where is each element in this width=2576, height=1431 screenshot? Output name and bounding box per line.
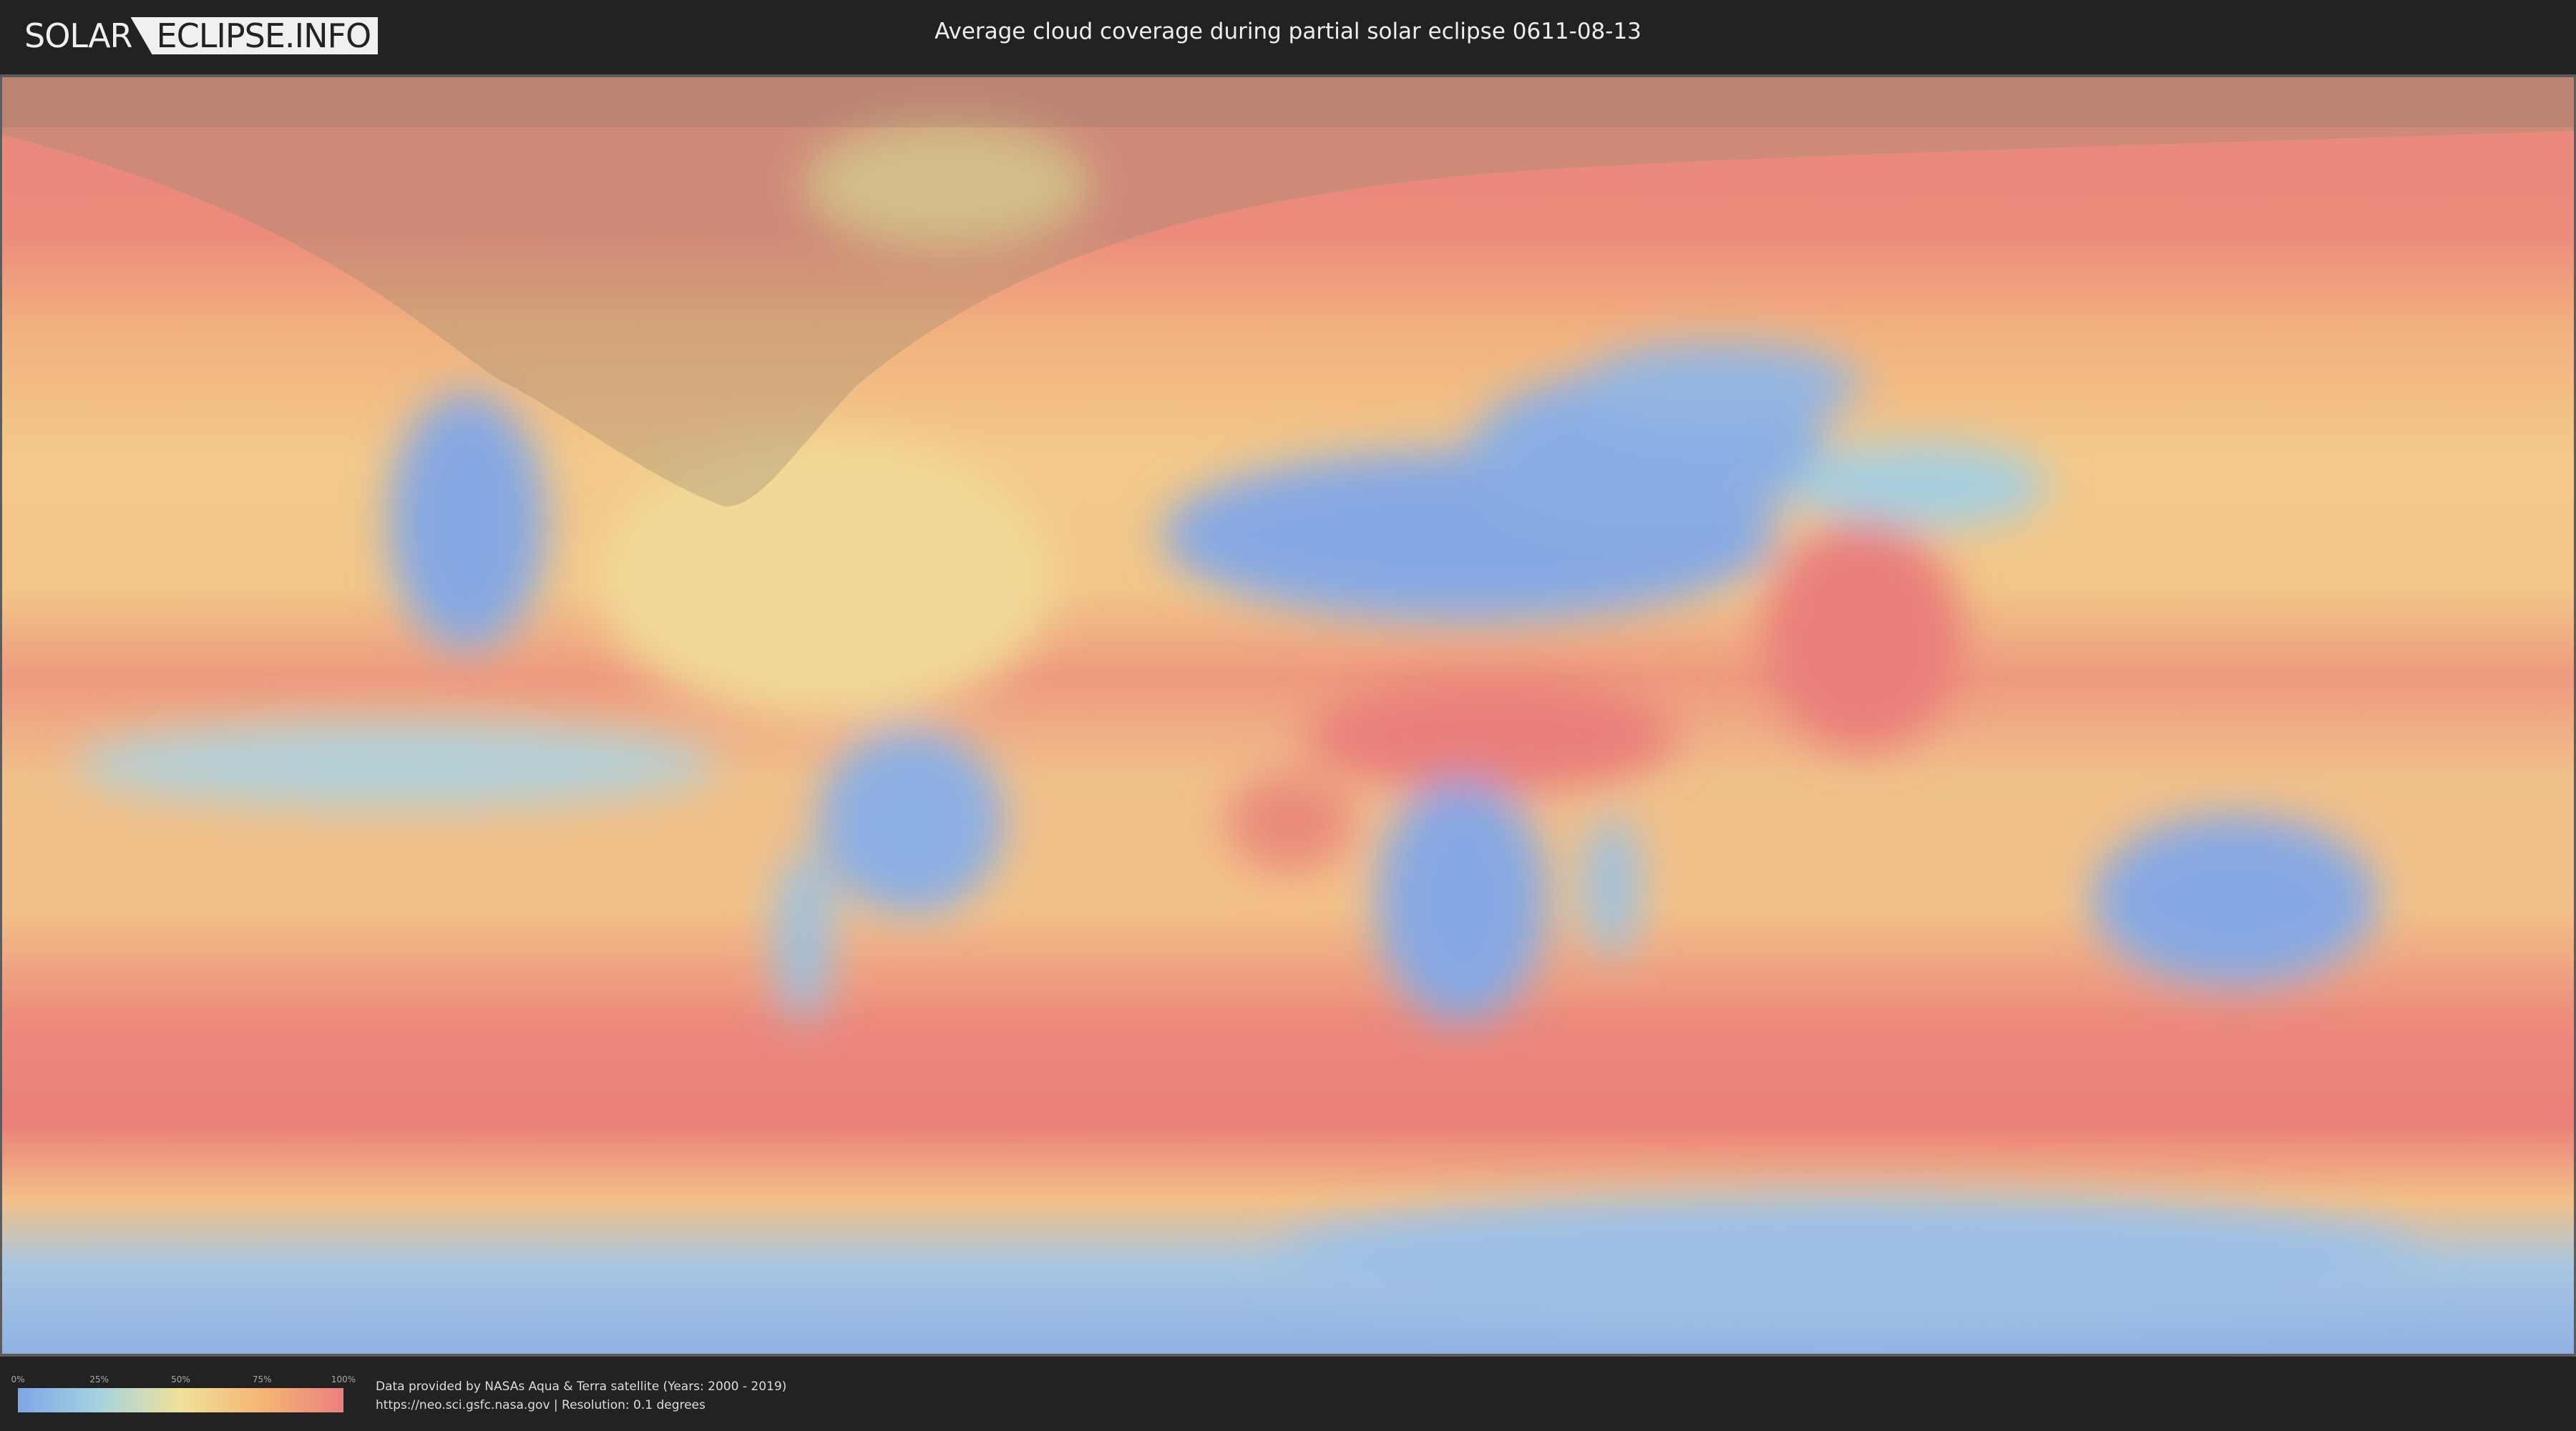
footer: 0% 25% 50% 75% 100% Data provided by NAS… bbox=[0, 1357, 2576, 1431]
site-logo[interactable]: SOLAR ECLIPSE.INFO bbox=[24, 16, 379, 55]
page-title: Average cloud coverage during partial so… bbox=[935, 19, 1641, 44]
legend-tick: 0% bbox=[11, 1374, 25, 1384]
legend-color-bar bbox=[18, 1388, 343, 1412]
legend-tick: 75% bbox=[252, 1374, 272, 1384]
data-credit: Data provided by NASAs Aqua & Terra sate… bbox=[376, 1379, 787, 1394]
map-canvas bbox=[2, 77, 2574, 1354]
legend-tick: 25% bbox=[89, 1374, 109, 1384]
eclipse-visibility-region bbox=[2, 77, 2574, 507]
polar-shade bbox=[2, 77, 2574, 127]
logo-part2: ECLIPSE.INFO bbox=[130, 17, 379, 54]
ocean-cloud-bands bbox=[2, 77, 2574, 1354]
header: SOLAR ECLIPSE.INFO Average cloud coverag… bbox=[0, 0, 2576, 72]
legend-tick: 100% bbox=[331, 1374, 356, 1384]
logo-part1: SOLAR bbox=[24, 16, 133, 55]
cloud-features bbox=[74, 120, 2421, 1322]
legend-ticks: 0% 25% 50% 75% 100% bbox=[11, 1374, 356, 1384]
data-source: https://neo.sci.gsfc.nasa.gov | Resoluti… bbox=[376, 1398, 706, 1412]
legend-tick: 50% bbox=[171, 1374, 190, 1384]
cloud-coverage-map[interactable] bbox=[0, 74, 2576, 1357]
